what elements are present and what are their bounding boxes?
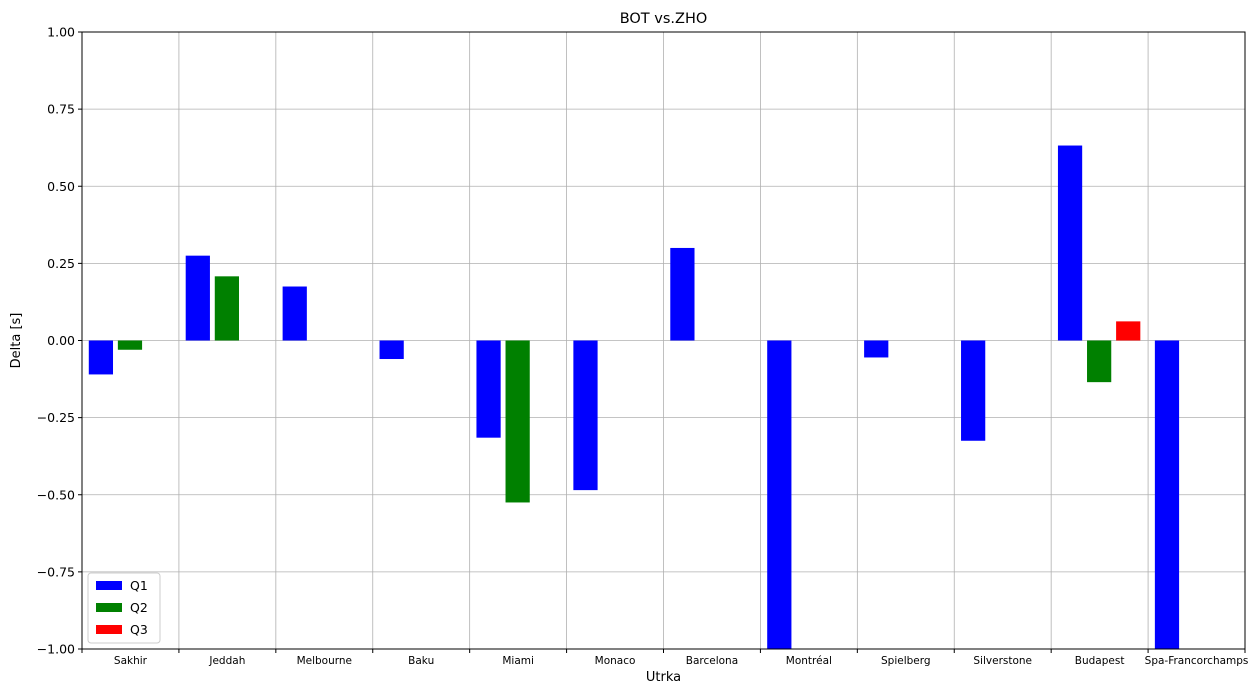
bar-q2 bbox=[1087, 340, 1112, 383]
y-tick-label: 0.00 bbox=[47, 333, 75, 348]
x-tick-label: Barcelona bbox=[686, 655, 738, 667]
y-tick-label: −0.25 bbox=[37, 410, 75, 425]
y-tick-label: −1.00 bbox=[37, 642, 75, 657]
x-axis: Sakhir Jeddah Melbourne Baku Miami Monaco Barc… bbox=[81, 649, 1249, 667]
x-tick-label: Spa-Francorchamps bbox=[1145, 655, 1249, 667]
legend-label-q3: Q3 bbox=[130, 622, 148, 637]
bar-q1 bbox=[1154, 340, 1180, 649]
y-tick-label: 0.25 bbox=[47, 256, 75, 271]
x-tick-label: Melbourne bbox=[297, 655, 352, 667]
y-axis: −1.00 −0.75 −0.50 −0.25 0.00 0.25 0.50 0.75 1.00 bbox=[37, 25, 82, 657]
legend-swatch-q1 bbox=[96, 581, 122, 590]
legend: Q1 Q2 Q3 bbox=[87, 572, 161, 644]
bar-q2 bbox=[505, 340, 530, 503]
bar-q1 bbox=[1057, 145, 1083, 341]
x-tick-label: Montréal bbox=[786, 655, 832, 667]
bar-q2 bbox=[214, 276, 240, 341]
bar-q1 bbox=[573, 340, 598, 491]
y-axis-label: Delta [s] bbox=[9, 313, 24, 369]
y-tick-label: 1.00 bbox=[47, 25, 75, 40]
x-tick-label: Budapest bbox=[1075, 655, 1125, 667]
legend-label-q2: Q2 bbox=[130, 600, 148, 615]
bars bbox=[88, 145, 1180, 649]
bar-q1 bbox=[282, 286, 307, 341]
x-tick-label: Spielberg bbox=[881, 655, 931, 667]
y-tick-label: 0.50 bbox=[47, 179, 75, 194]
y-tick-label: 0.75 bbox=[47, 102, 75, 117]
chart-title: BOT vs.ZHO bbox=[620, 11, 708, 27]
bar-q1 bbox=[185, 255, 210, 341]
bar-q1 bbox=[767, 340, 792, 649]
y-tick-label: −0.75 bbox=[37, 564, 75, 579]
legend-swatch-q3 bbox=[96, 625, 122, 634]
bar-q3 bbox=[1116, 321, 1141, 341]
legend-swatch-q2 bbox=[96, 603, 122, 612]
bar-q1 bbox=[476, 340, 501, 438]
y-tick-label: −0.50 bbox=[37, 487, 75, 502]
x-tick-label: Baku bbox=[408, 655, 434, 667]
bar-q1 bbox=[670, 247, 695, 341]
legend-label-q1: Q1 bbox=[130, 578, 148, 593]
bar-q1 bbox=[379, 340, 404, 360]
bar-q1 bbox=[961, 340, 986, 441]
x-tick-label: Monaco bbox=[595, 655, 636, 667]
x-axis-label: Utrka bbox=[646, 670, 681, 685]
bar-q2 bbox=[117, 340, 143, 350]
x-tick-label: Sakhir bbox=[114, 655, 148, 667]
bar-q1 bbox=[88, 340, 114, 375]
x-tick-label: Miami bbox=[502, 655, 534, 667]
x-tick-label: Silverstone bbox=[973, 655, 1032, 667]
bar-q1 bbox=[864, 340, 889, 358]
x-tick-label: Jeddah bbox=[208, 655, 245, 667]
